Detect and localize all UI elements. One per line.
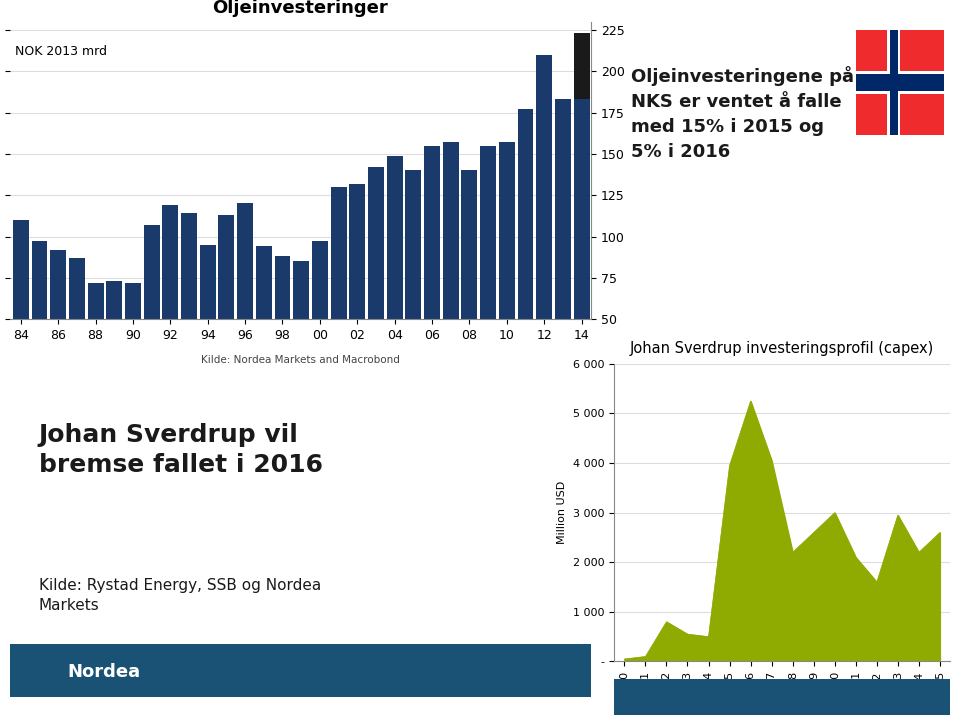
Bar xyxy=(125,283,141,402)
Bar xyxy=(181,214,197,402)
Bar xyxy=(12,220,29,402)
Text: Kilde: Nordea Markets and Macrobond: Kilde: Nordea Markets and Macrobond xyxy=(201,355,399,365)
FancyBboxPatch shape xyxy=(613,679,950,715)
FancyBboxPatch shape xyxy=(890,30,899,134)
Bar xyxy=(256,247,272,402)
Bar xyxy=(87,283,104,402)
Title: Oljeinvesteringer: Oljeinvesteringer xyxy=(212,0,388,17)
Bar xyxy=(107,281,122,402)
Bar xyxy=(499,142,515,402)
Text: Oljeinvesteringene på
NKS er ventet å falle
med 15% i 2015 og
5% i 2016: Oljeinvesteringene på NKS er ventet å fa… xyxy=(631,66,853,161)
Bar xyxy=(32,242,47,402)
Text: Johan Sverdrup vil
bremse fallet i 2016: Johan Sverdrup vil bremse fallet i 2016 xyxy=(38,423,323,477)
FancyBboxPatch shape xyxy=(856,74,944,91)
Bar xyxy=(312,242,327,402)
Bar xyxy=(219,215,234,402)
Bar xyxy=(462,170,477,402)
Bar xyxy=(162,205,179,402)
Bar xyxy=(349,183,365,402)
FancyBboxPatch shape xyxy=(10,644,591,697)
Bar xyxy=(443,142,459,402)
Bar xyxy=(275,257,291,402)
Text: Nordea: Nordea xyxy=(68,663,141,681)
Bar xyxy=(424,145,440,402)
Bar xyxy=(555,99,571,402)
Text: Kilde: Rystad Energy, SSB og Nordea
Markets: Kilde: Rystad Energy, SSB og Nordea Mark… xyxy=(38,578,321,613)
Bar xyxy=(537,55,552,402)
Y-axis label: Million USD: Million USD xyxy=(557,481,567,544)
Bar xyxy=(574,33,589,99)
Bar xyxy=(69,258,84,402)
Bar xyxy=(368,167,384,402)
Title: Johan Sverdrup investeringsprofil (capex): Johan Sverdrup investeringsprofil (capex… xyxy=(630,341,934,356)
FancyBboxPatch shape xyxy=(887,30,900,134)
Bar xyxy=(293,261,309,402)
Bar xyxy=(330,187,347,402)
Text: NOK 2013 mrd: NOK 2013 mrd xyxy=(15,45,108,58)
FancyBboxPatch shape xyxy=(856,71,944,94)
FancyBboxPatch shape xyxy=(856,30,944,134)
Bar xyxy=(144,225,159,402)
Bar xyxy=(50,249,66,402)
Bar xyxy=(237,203,253,402)
Bar xyxy=(405,170,421,402)
Bar xyxy=(517,109,534,402)
Bar xyxy=(200,244,216,402)
Bar xyxy=(480,145,496,402)
Bar xyxy=(574,99,589,402)
Bar xyxy=(387,155,402,402)
